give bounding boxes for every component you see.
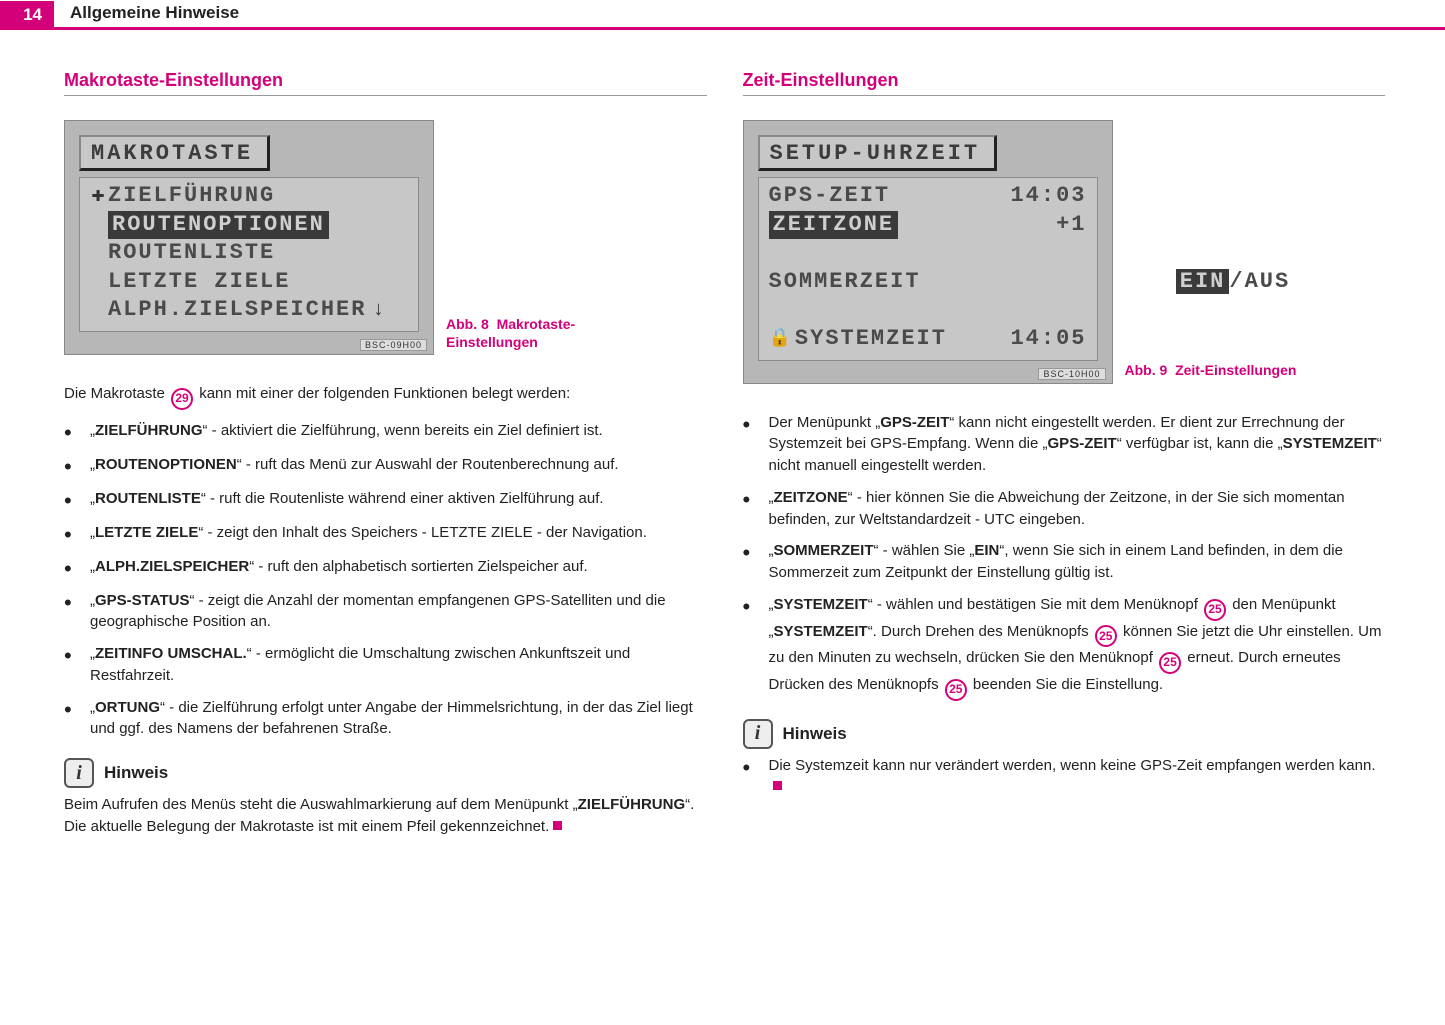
figure-caption: Abb. 8 Makrotaste-Einstellungen bbox=[446, 315, 626, 355]
lcd-row: 🔒SYSTEMZEIT 14:05 bbox=[769, 325, 1087, 354]
lcd-title: SETUP-UHRZEIT bbox=[758, 135, 998, 171]
lcd-label: GPS-ZEIT bbox=[769, 182, 891, 211]
intro-text: Die Makrotaste 29 kann mit einer der fol… bbox=[64, 383, 707, 410]
lcd-label: SOMMERZEIT bbox=[769, 268, 921, 297]
lcd-value: +1 bbox=[1044, 211, 1086, 240]
lcd-line: ROUTENOPTIONEN bbox=[90, 211, 408, 240]
info-icon: i bbox=[743, 719, 773, 749]
bullet-item: •„ZEITINFO UMSCHAL.“ - ermöglicht die Um… bbox=[64, 643, 707, 687]
hinweis-text: Beim Aufrufen des Menüs steht die Auswah… bbox=[64, 794, 707, 838]
lcd-row: ZEITZONE +1 bbox=[769, 211, 1087, 240]
lcd-label: ZIELFÜHRUNG bbox=[108, 182, 275, 211]
lcd-label: ALPH.ZIELSPEICHER bbox=[108, 296, 366, 325]
hinweis-label: Hinweis bbox=[104, 763, 168, 783]
bullet-item: •„ROUTENOPTIONEN“ - ruft das Menü zur Au… bbox=[64, 454, 707, 478]
right-column: Zeit-Einstellungen SETUP-UHRZEIT GPS-ZEI… bbox=[743, 70, 1386, 848]
ref-29: 29 bbox=[171, 388, 193, 410]
scroll-down-icon: ↓ bbox=[372, 298, 386, 324]
image-tag: BSC-09H00 bbox=[360, 339, 427, 351]
lcd-row: SOMMERZEIT EIN/AUS bbox=[769, 239, 1087, 325]
lcd-line: ✚ ZIELFÜHRUNG bbox=[90, 182, 408, 211]
lcd-value: 14:03 bbox=[998, 182, 1086, 211]
bullet-item: •„GPS-STATUS“ - zeigt die Anzahl der mom… bbox=[64, 590, 707, 634]
lcd-label: SYSTEMZEIT bbox=[795, 325, 947, 354]
left-column: Makrotaste-Einstellungen MAKROTASTE ✚ ZI… bbox=[64, 70, 707, 848]
ref-25: 25 bbox=[1159, 652, 1181, 674]
lcd-row: GPS-ZEIT 14:03 bbox=[769, 182, 1087, 211]
lcd-line: ROUTENLISTE bbox=[90, 239, 408, 268]
marker-icon: ✚ bbox=[90, 182, 108, 211]
header-title: Allgemeine Hinweise bbox=[54, 3, 239, 27]
section-title-left: Makrotaste-Einstellungen bbox=[64, 70, 707, 96]
page-header: 14 Allgemeine Hinweise bbox=[0, 0, 1445, 30]
lcd-value: 14:05 bbox=[998, 325, 1086, 354]
section-end-icon bbox=[773, 781, 782, 790]
info-icon: i bbox=[64, 758, 94, 788]
bullet-item: •„ALPH.ZIELSPEICHER“ - ruft den alphabet… bbox=[64, 556, 707, 580]
section-title-right: Zeit-Einstellungen bbox=[743, 70, 1386, 96]
section-end-icon bbox=[553, 821, 562, 830]
image-tag: BSC-10H00 bbox=[1038, 368, 1105, 380]
bullet-item: •„ZIELFÜHRUNG“ - aktiviert die Zielführu… bbox=[64, 420, 707, 444]
device-screenshot-right: SETUP-UHRZEIT GPS-ZEIT 14:03 ZEITZONE +1… bbox=[743, 120, 1113, 384]
lcd-menu: ✚ ZIELFÜHRUNG ROUTENOPTIONEN ROUTENLISTE bbox=[79, 177, 419, 332]
hinweis-heading: i Hinweis bbox=[743, 719, 1386, 749]
lcd-menu: GPS-ZEIT 14:03 ZEITZONE +1 SOMMERZEIT EI… bbox=[758, 177, 1098, 361]
ref-25: 25 bbox=[1095, 625, 1117, 647]
bullet-item: •„LETZTE ZIELE“ - zeigt den Inhalt des S… bbox=[64, 522, 707, 546]
lcd-label: ROUTENLISTE bbox=[108, 239, 275, 268]
lcd-line: LETZTE ZIELE bbox=[90, 268, 408, 297]
bullet-item: • Der Menüpunkt „GPS-ZEIT“ kann nicht ei… bbox=[743, 412, 1386, 477]
lcd-label-selected: ZEITZONE bbox=[769, 211, 899, 240]
bullet-item: • „SOMMERZEIT“ - wählen Sie „EIN“, wenn … bbox=[743, 540, 1386, 584]
bullet-item: • Die Systemzeit kann nur verändert werd… bbox=[743, 755, 1386, 799]
ref-25: 25 bbox=[1204, 599, 1226, 621]
lcd-title: MAKROTASTE bbox=[79, 135, 270, 171]
bullet-item: • „SYSTEMZEIT“ - wählen und bestätigen S… bbox=[743, 594, 1386, 701]
hinweis-label: Hinweis bbox=[783, 724, 847, 744]
page-number: 14 bbox=[0, 1, 54, 27]
bullet-item: •„ROUTENLISTE“ - ruft die Routenliste wä… bbox=[64, 488, 707, 512]
lcd-label: LETZTE ZIELE bbox=[108, 268, 290, 297]
lcd-value: EIN/AUS bbox=[921, 239, 1291, 325]
device-screenshot-left: MAKROTASTE ✚ ZIELFÜHRUNG ROUTENOPTIONEN bbox=[64, 120, 434, 355]
hinweis-heading: i Hinweis bbox=[64, 758, 707, 788]
lcd-label-selected: ROUTENOPTIONEN bbox=[108, 211, 329, 240]
figure-caption: Abb. 9 Zeit-Einstellungen bbox=[1125, 361, 1297, 383]
lock-icon: 🔒 bbox=[769, 328, 793, 351]
ref-25: 25 bbox=[945, 679, 967, 701]
bullet-item: • „ZEITZONE“ - hier können Sie die Abwei… bbox=[743, 487, 1386, 531]
bullet-item: •„ORTUNG“ - die Zielführung erfolgt unte… bbox=[64, 697, 707, 741]
lcd-line: ALPH.ZIELSPEICHER ↓ bbox=[90, 296, 408, 325]
